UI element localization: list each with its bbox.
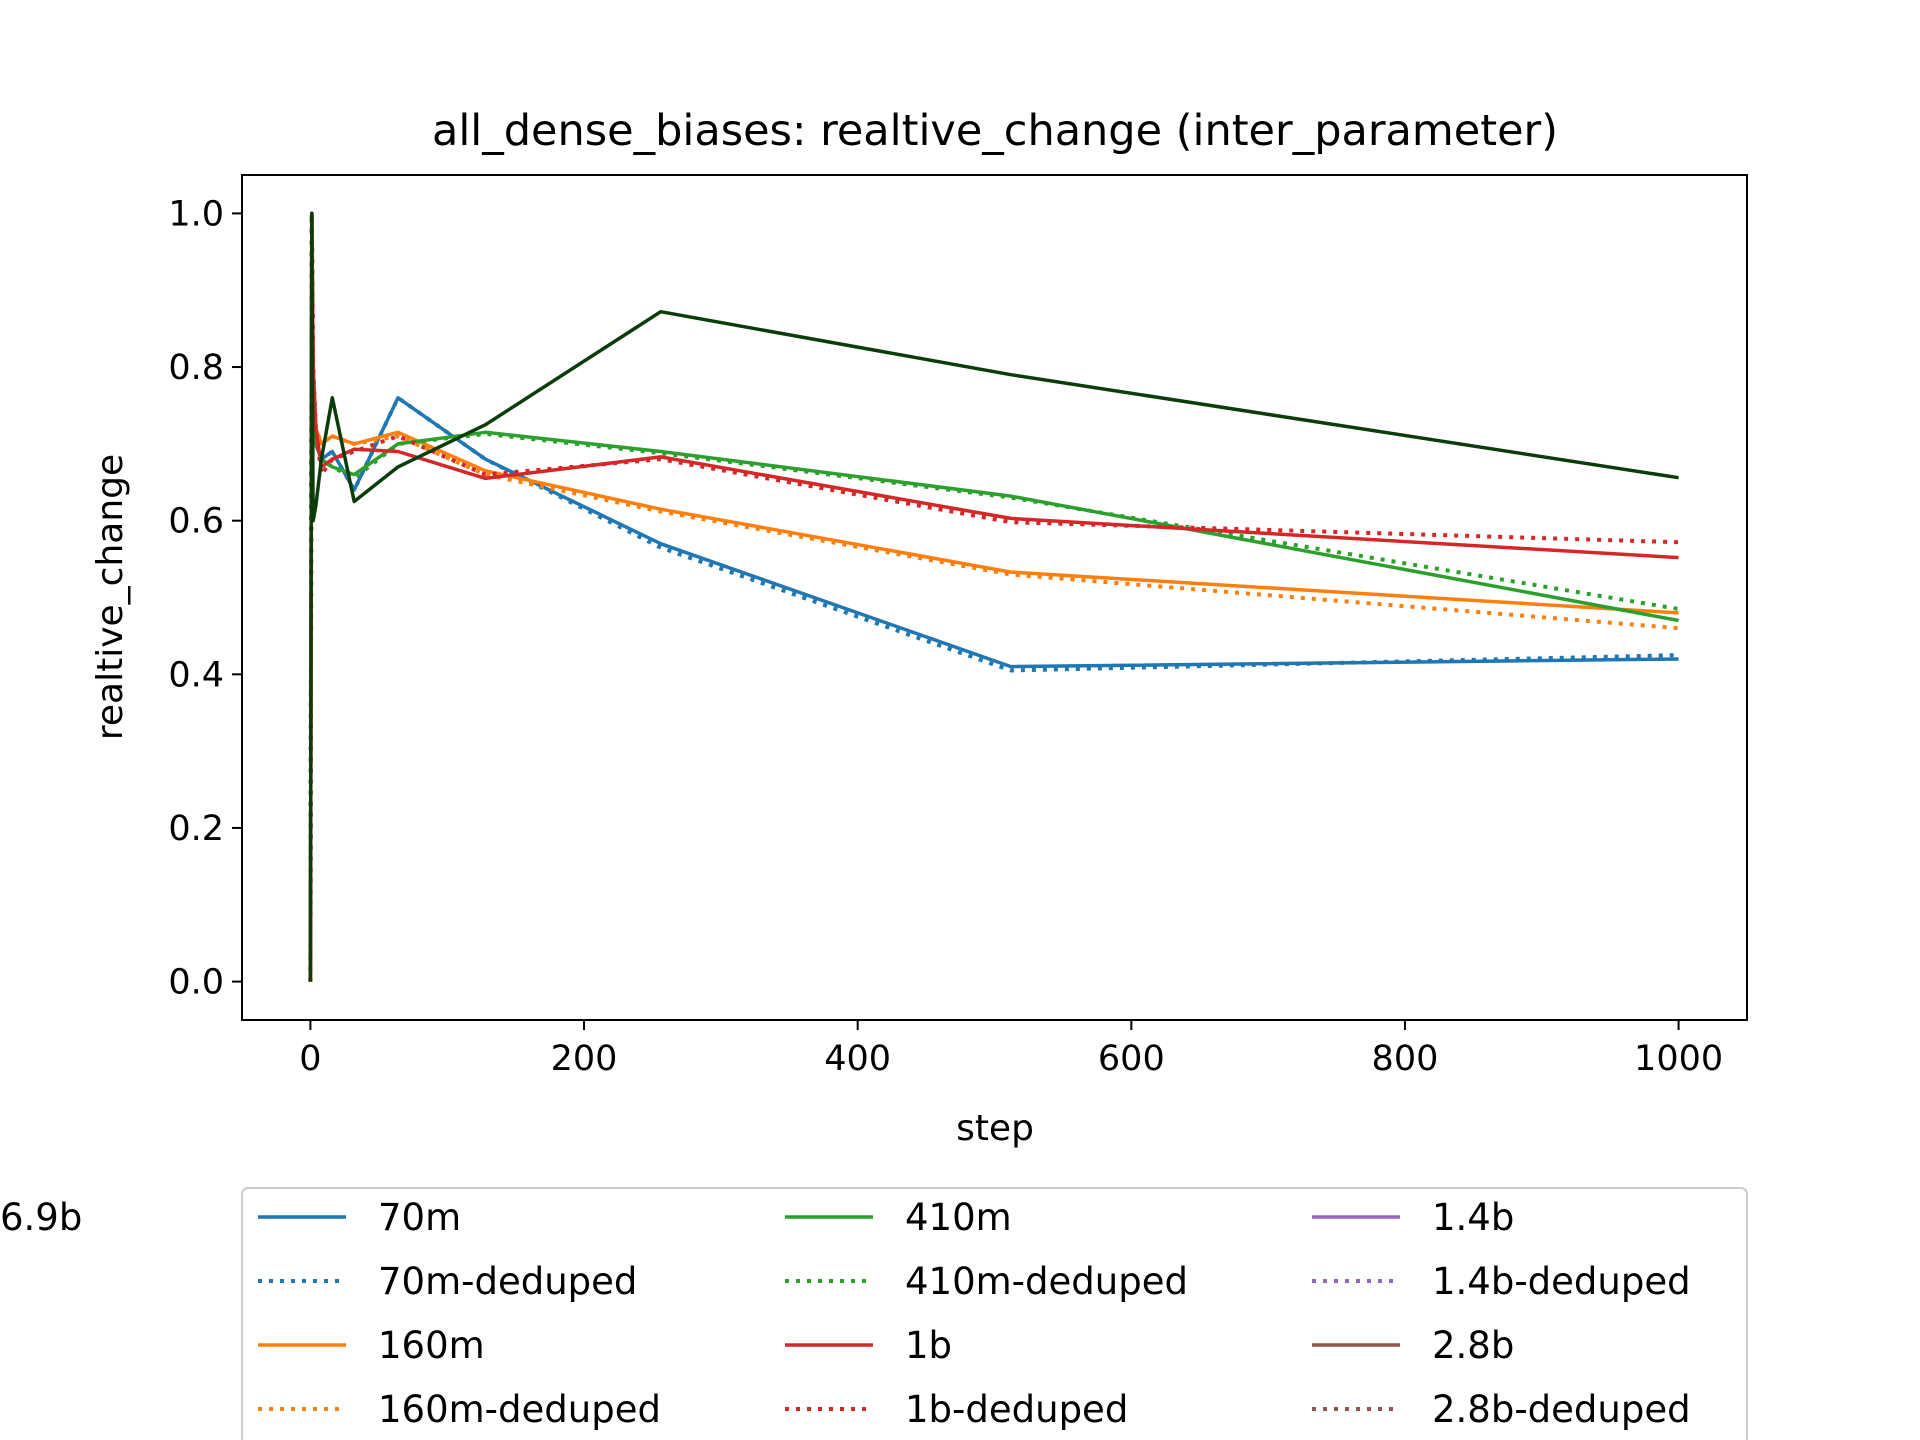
- x-tick-label: 800: [1372, 1039, 1439, 1079]
- y-tick-label: 0.4: [168, 655, 224, 695]
- legend-label: 70m: [378, 1196, 461, 1239]
- legend-item: 6.9b: [0, 1196, 82, 1239]
- legend-label: 1.4b-deduped: [1432, 1260, 1691, 1303]
- series-line-70m: [308, 211, 1679, 982]
- legend-frame: [241, 1187, 1748, 1440]
- legend-item: 1b: [785, 1324, 952, 1367]
- y-tick-label: 1.0: [168, 194, 224, 234]
- legend-item: 1b-deduped: [785, 1388, 1128, 1431]
- series-line-160m-deduped: [308, 211, 1679, 982]
- y-axis-title: realtive_change: [90, 454, 131, 740]
- legend-label: 160m-deduped: [378, 1388, 661, 1431]
- legend-item: 160m-deduped: [258, 1388, 661, 1431]
- plot-lines: [308, 211, 1679, 982]
- legend-item: 1.4b: [1312, 1196, 1514, 1239]
- x-tick-label: 400: [824, 1039, 891, 1079]
- legend-label: 160m: [378, 1324, 485, 1367]
- y-tick-label: 0.6: [168, 502, 224, 542]
- x-tick-label: 1000: [1634, 1039, 1723, 1079]
- legend-label: 70m-deduped: [378, 1260, 637, 1303]
- legend-label: 2.8b-deduped: [1432, 1388, 1691, 1431]
- y-axis: 0.0 0.2 0.4 0.6 0.8 1.0: [168, 194, 242, 1003]
- legend-label: 1b-deduped: [905, 1388, 1128, 1431]
- series-line-1b-deduped: [308, 211, 1679, 982]
- chart-title: all_dense_biases: realtive_change (inter…: [432, 106, 1558, 156]
- series-line-160m: [308, 211, 1679, 982]
- x-tick-label: 0: [299, 1039, 321, 1079]
- legend-label: 410m-deduped: [905, 1260, 1188, 1303]
- x-tick-label: 200: [551, 1039, 618, 1079]
- y-tick-label: 0.2: [168, 809, 224, 849]
- legend-item: 70m: [258, 1196, 461, 1239]
- legend-label: 6.9b: [0, 1196, 82, 1239]
- legend-item: 160m: [258, 1324, 485, 1367]
- legend-item: 410m-deduped: [785, 1260, 1188, 1303]
- legend-item: 2.8b-deduped: [1312, 1388, 1691, 1431]
- legend-label: 2.8b: [1432, 1324, 1514, 1367]
- plot-frame: [241, 174, 1748, 1021]
- legend-label: 1b: [905, 1324, 952, 1367]
- y-tick-label: 0.0: [168, 963, 224, 1003]
- x-axis: 0 200 400 600 800 1000: [299, 1020, 1723, 1079]
- legend-item: 410m: [785, 1196, 1012, 1239]
- legend-item: 2.8b: [1312, 1324, 1514, 1367]
- series-line-1b: [308, 211, 1679, 982]
- legend-item: 70m-deduped: [258, 1260, 637, 1303]
- x-tick-label: 600: [1098, 1039, 1165, 1079]
- series-line-70m-deduped: [308, 211, 1679, 982]
- legend: 70m 70m-deduped 160m 160m-deduped 410m 410m-d…: [0, 1187, 1748, 1440]
- legend-label: 410m: [905, 1196, 1012, 1239]
- y-tick-label: 0.8: [168, 348, 224, 388]
- legend-label: 1.4b: [1432, 1196, 1514, 1239]
- series-line-410m: [308, 211, 1679, 982]
- legend-items: 70m 70m-deduped 160m 160m-deduped 410m 410m-d…: [0, 1196, 1691, 1431]
- x-axis-title: step: [956, 1108, 1034, 1149]
- series-line-6.9b: [308, 211, 1679, 982]
- series-line-410m-deduped: [308, 211, 1679, 982]
- legend-item: 1.4b-deduped: [1312, 1260, 1691, 1303]
